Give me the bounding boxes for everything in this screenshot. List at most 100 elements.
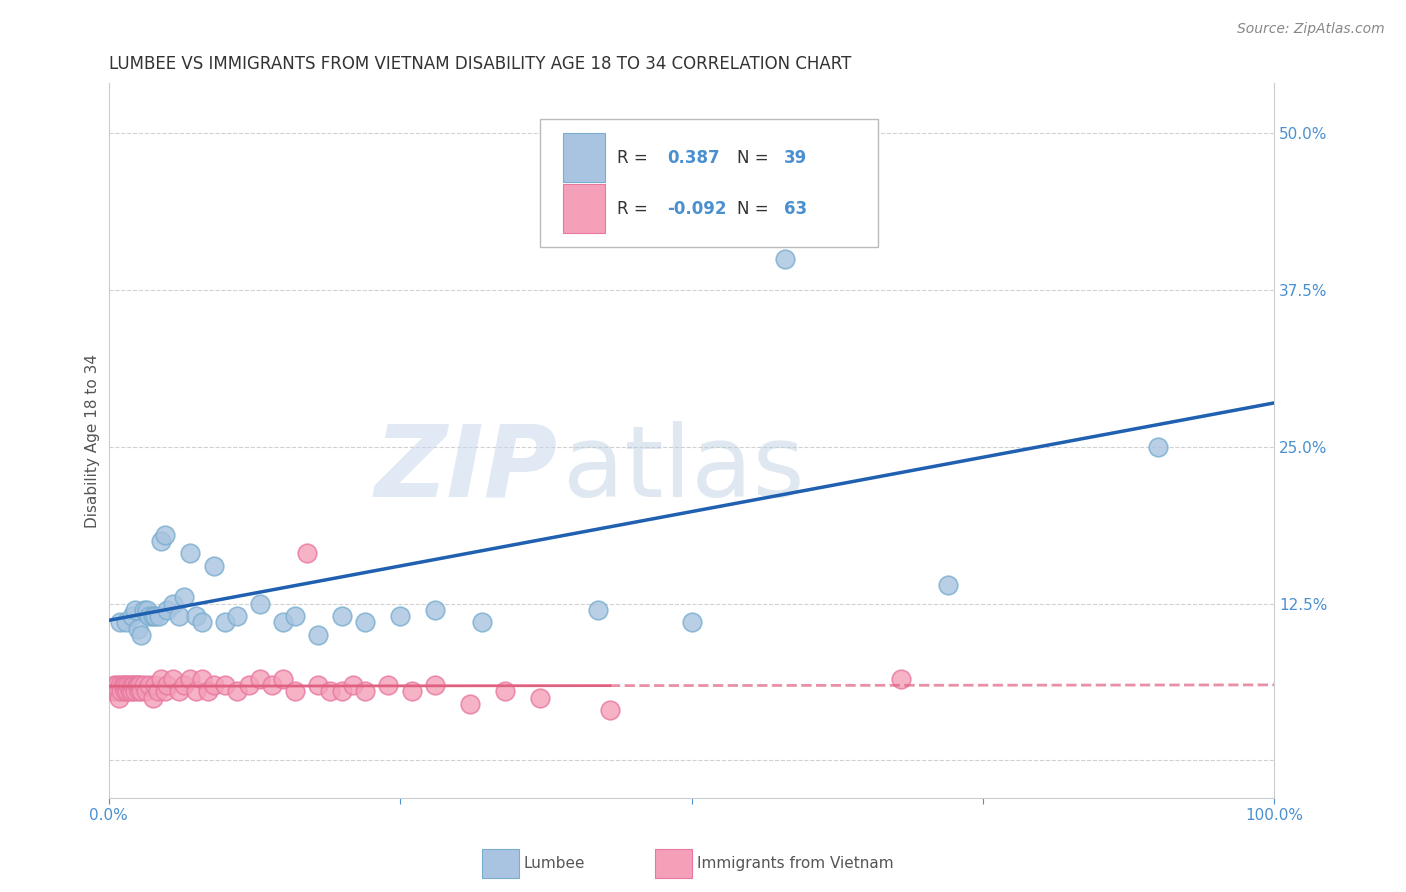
Point <box>150 672 173 686</box>
Text: atlas: atlas <box>564 421 804 517</box>
Point <box>167 684 190 698</box>
Text: Immigrants from Vietnam: Immigrants from Vietnam <box>697 856 894 871</box>
Text: Source: ZipAtlas.com: Source: ZipAtlas.com <box>1237 22 1385 37</box>
Point <box>295 546 318 560</box>
Text: -0.092: -0.092 <box>666 200 727 218</box>
Point <box>129 684 152 698</box>
Point <box>108 690 131 705</box>
Point <box>225 684 247 698</box>
Text: R =: R = <box>617 149 652 167</box>
Point <box>142 690 165 705</box>
Point <box>529 690 551 705</box>
Point <box>124 678 146 692</box>
Text: 63: 63 <box>783 200 807 218</box>
Point <box>120 678 142 692</box>
Point <box>105 678 128 692</box>
Point <box>132 603 155 617</box>
Point <box>104 684 127 698</box>
Point <box>681 615 703 630</box>
Point <box>143 678 166 692</box>
Point <box>135 684 157 698</box>
FancyBboxPatch shape <box>540 119 877 247</box>
Point <box>354 684 377 698</box>
Point <box>184 609 207 624</box>
Point <box>471 615 494 630</box>
Point <box>128 684 150 698</box>
Point <box>111 678 134 692</box>
Point <box>191 615 214 630</box>
Point <box>284 609 307 624</box>
Point <box>115 615 138 630</box>
Point <box>156 603 179 617</box>
Point <box>890 672 912 686</box>
Point <box>773 252 796 266</box>
Point <box>138 609 160 624</box>
Point <box>308 628 330 642</box>
Text: LUMBEE VS IMMIGRANTS FROM VIETNAM DISABILITY AGE 18 TO 34 CORRELATION CHART: LUMBEE VS IMMIGRANTS FROM VIETNAM DISABI… <box>108 55 851 73</box>
Point <box>308 678 330 692</box>
Point <box>494 684 516 698</box>
Point <box>153 527 176 541</box>
Point <box>249 597 271 611</box>
Point <box>146 684 169 698</box>
Point <box>110 678 132 692</box>
FancyBboxPatch shape <box>564 184 605 233</box>
Point <box>458 697 481 711</box>
Point <box>1146 440 1168 454</box>
Point <box>117 678 139 692</box>
Point <box>132 678 155 692</box>
Point <box>260 678 283 692</box>
Point <box>179 672 201 686</box>
Point <box>401 684 423 698</box>
Point <box>273 672 295 686</box>
Point <box>423 678 446 692</box>
Point <box>191 672 214 686</box>
Text: N =: N = <box>737 149 773 167</box>
Point <box>143 609 166 624</box>
Point <box>103 684 125 698</box>
Point <box>179 546 201 560</box>
Point <box>214 678 236 692</box>
Text: 0.387: 0.387 <box>666 149 720 167</box>
Point <box>122 678 145 692</box>
Point <box>136 603 159 617</box>
Point <box>148 609 170 624</box>
Point <box>115 678 138 692</box>
Point <box>330 684 353 698</box>
Point <box>138 678 160 692</box>
Point <box>586 603 609 617</box>
Point <box>389 609 412 624</box>
Point <box>112 678 135 692</box>
Text: 39: 39 <box>783 149 807 167</box>
Point <box>124 684 146 698</box>
Point <box>124 603 146 617</box>
Point <box>121 684 143 698</box>
Point <box>377 678 399 692</box>
Point <box>162 597 184 611</box>
Text: N =: N = <box>737 200 773 218</box>
Point <box>354 615 377 630</box>
FancyBboxPatch shape <box>564 133 605 183</box>
Point <box>173 591 195 605</box>
Point <box>110 684 132 698</box>
Point <box>342 678 364 692</box>
Point <box>103 678 125 692</box>
Point <box>273 615 295 630</box>
Point <box>150 533 173 548</box>
Point <box>129 628 152 642</box>
Point <box>238 678 260 692</box>
Point <box>184 684 207 698</box>
Point <box>114 684 136 698</box>
Point <box>162 672 184 686</box>
Point <box>214 615 236 630</box>
Point <box>117 684 139 698</box>
Point <box>540 151 562 165</box>
Text: ZIP: ZIP <box>374 421 557 517</box>
Point <box>319 684 342 698</box>
Point <box>153 684 176 698</box>
Point <box>156 678 179 692</box>
Point <box>167 609 190 624</box>
Point <box>330 609 353 624</box>
Point <box>107 684 129 698</box>
Point <box>599 703 621 717</box>
